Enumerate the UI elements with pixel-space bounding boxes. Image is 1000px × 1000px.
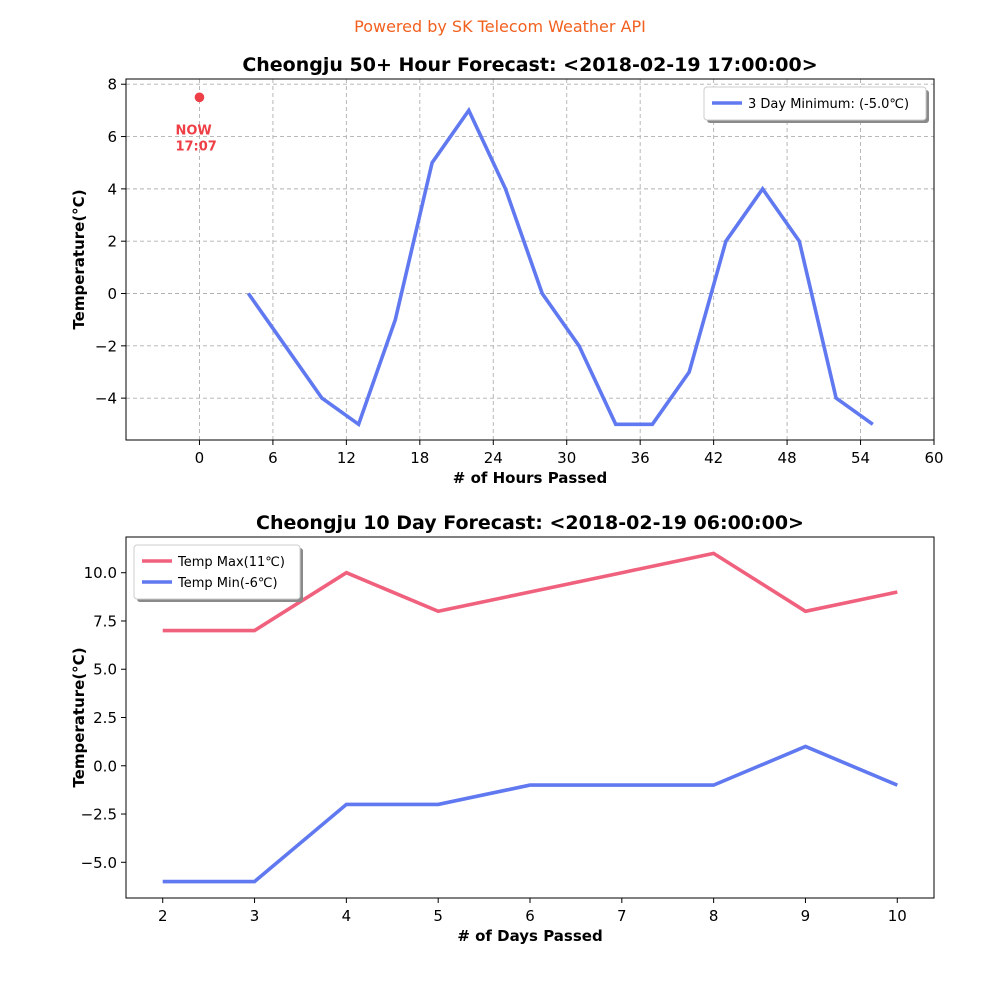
x-tick-label: 24 — [484, 449, 503, 467]
legend-label-1: Temp Min(-6℃) — [177, 576, 278, 591]
y-tick-label: 2 — [107, 233, 117, 251]
x-axis-label: # of Hours Passed — [453, 469, 607, 487]
x-tick-label: 18 — [410, 449, 429, 467]
x-tick-label: 5 — [433, 907, 443, 925]
x-tick-label: 54 — [851, 449, 870, 467]
y-axis-label: Temperature(°C) — [70, 647, 88, 787]
x-tick-label: 36 — [631, 449, 650, 467]
x-tick-label: 60 — [924, 449, 943, 467]
x-tick-label: 10 — [888, 907, 907, 925]
x-tick-label: 9 — [801, 907, 811, 925]
legend: 3 Day Minimum: (-5.0℃) — [703, 86, 929, 123]
y-tick-label: 4 — [107, 180, 117, 198]
x-axis-label: # of Days Passed — [457, 927, 602, 945]
y-axis-label: Temperature(°C) — [70, 189, 88, 329]
ten-day-forecast-chart: 2 3 4 5 6 7 8 9 10 −5.0 −2.5 0.0 2.5 5.0 7.5 10.0 Cheong… — [70, 512, 935, 945]
x-tick-label: 48 — [778, 449, 797, 467]
y-tick-label: −2.5 — [81, 806, 117, 824]
x-tick-label: 0 — [195, 449, 205, 467]
x-tick-label: 8 — [709, 907, 719, 925]
y-tick-label: 0 — [107, 285, 117, 303]
series-line-0 — [246, 106, 874, 428]
y-tick-label: 6 — [107, 128, 117, 146]
x-tick-label: 6 — [268, 449, 278, 467]
x-tick-label: 2 — [158, 907, 168, 925]
y-tick-label: −2 — [95, 337, 117, 355]
legend-box — [703, 86, 927, 121]
legend: Temp Max(11℃) Temp Min(-6℃) — [133, 544, 303, 602]
x-tick-label: 12 — [337, 449, 356, 467]
x-tick-label: 6 — [525, 907, 535, 925]
credit-text: Powered by SK Telecom Weather API — [354, 17, 646, 36]
chart-title: Cheongju 50+ Hour Forecast: <2018-02-19 … — [242, 54, 817, 76]
series-line-1 — [162, 744, 898, 884]
legend-box — [133, 544, 301, 600]
y-tick-label: −5.0 — [81, 854, 117, 872]
x-tick-label: 30 — [557, 449, 576, 467]
legend-label-0: Temp Max(11℃) — [177, 555, 285, 570]
series-line-0 — [162, 551, 898, 633]
axes-frame — [125, 78, 935, 441]
y-tick-label: −4 — [95, 390, 117, 408]
y-tick-label: 5.0 — [93, 661, 117, 679]
y-tick-label: 10.0 — [84, 564, 117, 582]
now-marker-dot — [194, 92, 205, 103]
y-tick-label: 0.0 — [93, 757, 117, 775]
y-tick-label: 8 — [107, 76, 117, 94]
x-tick-label: 7 — [617, 907, 627, 925]
y-tick-label: 7.5 — [93, 612, 117, 630]
x-tick-label: 42 — [704, 449, 723, 467]
x-tick-label: 4 — [342, 907, 352, 925]
now-annotation-text: NOW — [175, 123, 211, 138]
now-annotation-text: 17:07 — [175, 139, 216, 154]
legend-label-0: 3 Day Minimum: (-5.0℃) — [748, 97, 909, 112]
x-tick-label: 3 — [250, 907, 260, 925]
chart-title: Cheongju 10 Day Forecast: <2018-02-19 06… — [256, 512, 804, 534]
y-tick-label: 2.5 — [93, 709, 117, 727]
